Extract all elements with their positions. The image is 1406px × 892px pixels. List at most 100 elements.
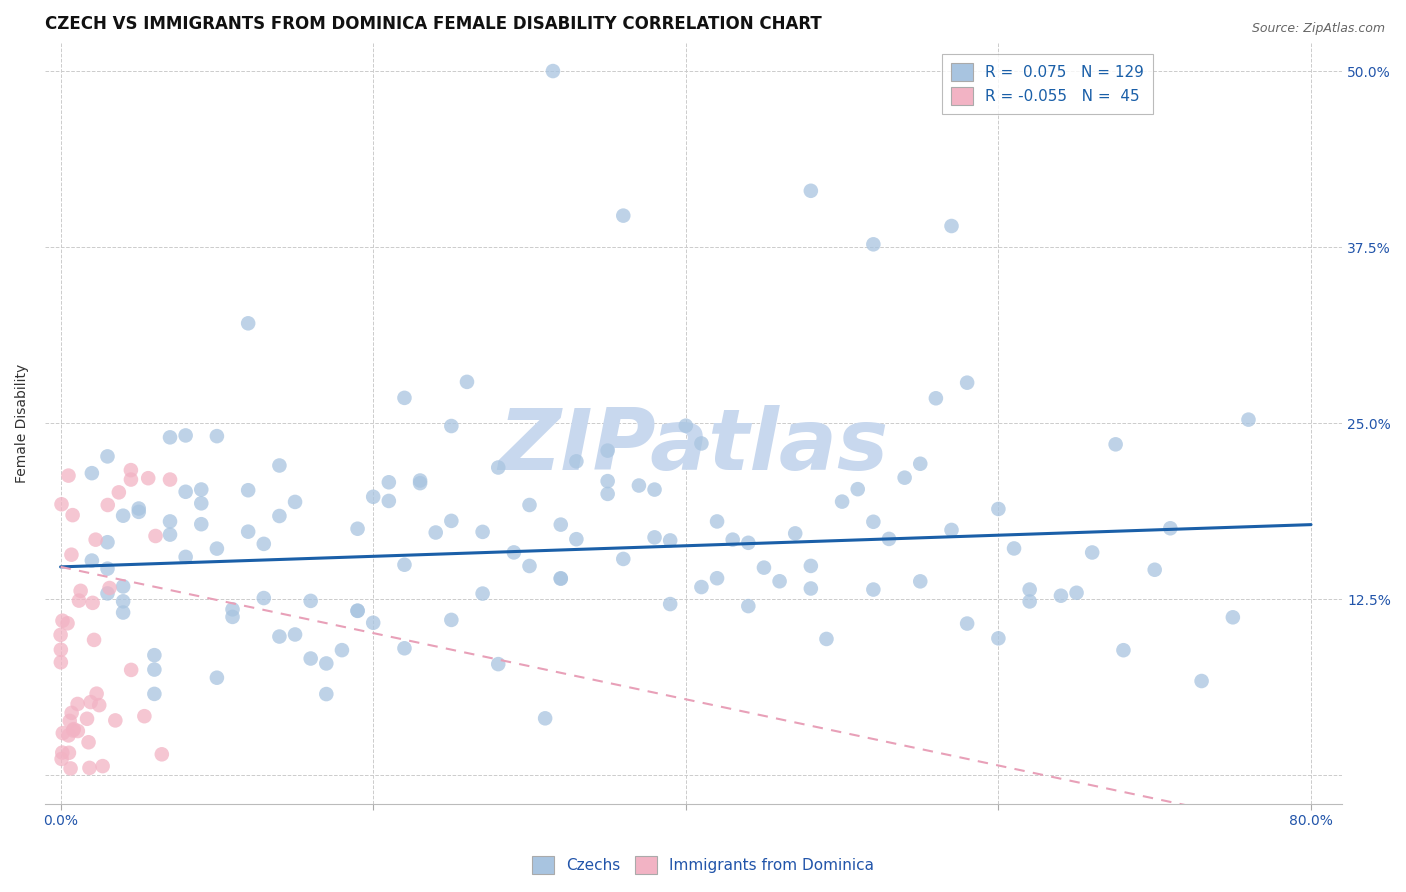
Point: [941, 523, 963, 537]
Point: [378, 494, 401, 508]
Point: [627, 478, 650, 492]
Point: [150, 747, 173, 762]
Point: [80, 553, 103, 567]
Point: [378, 475, 401, 490]
Point: [690, 580, 713, 594]
Point: [987, 632, 1010, 646]
Point: [66, 697, 89, 711]
Point: [159, 430, 181, 444]
Point: [471, 586, 494, 600]
Point: [768, 574, 790, 589]
Point: [315, 657, 337, 671]
Point: [82, 596, 104, 610]
Point: [612, 209, 634, 223]
Point: [143, 687, 166, 701]
Point: [1081, 545, 1104, 559]
Point: [550, 571, 572, 585]
Point: [565, 532, 588, 546]
Point: [550, 517, 572, 532]
Point: [425, 525, 447, 540]
Point: [1191, 673, 1213, 688]
Point: [96, 535, 118, 549]
Point: [565, 454, 588, 468]
Point: [596, 443, 619, 458]
Point: [831, 494, 853, 508]
Point: [89, 698, 111, 713]
Point: [721, 533, 744, 547]
Point: [659, 597, 682, 611]
Text: CZECH VS IMMIGRANTS FROM DOMINICA FEMALE DISABILITY CORRELATION CHART: CZECH VS IMMIGRANTS FROM DOMINICA FEMALE…: [45, 15, 821, 33]
Point: [76, 712, 98, 726]
Point: [440, 514, 463, 528]
Point: [238, 316, 260, 330]
Point: [737, 536, 759, 550]
Point: [346, 604, 368, 618]
Point: [269, 458, 291, 473]
Point: [112, 606, 135, 620]
Point: [62, 722, 84, 736]
Point: [330, 643, 353, 657]
Point: [519, 498, 541, 512]
Point: [800, 558, 823, 573]
Point: [394, 391, 416, 405]
Point: [52, 726, 75, 740]
Point: [80, 466, 103, 480]
Point: [1104, 437, 1126, 451]
Legend: R =  0.075   N = 129, R = -0.055   N =  45: R = 0.075 N = 129, R = -0.055 N = 45: [942, 54, 1153, 114]
Point: [190, 496, 212, 510]
Point: [394, 558, 416, 572]
Point: [486, 657, 509, 672]
Point: [143, 648, 166, 662]
Point: [910, 457, 932, 471]
Point: [59, 761, 82, 775]
Point: [706, 515, 728, 529]
Point: [112, 594, 135, 608]
Point: [456, 375, 478, 389]
Point: [83, 632, 105, 647]
Point: [112, 508, 135, 523]
Point: [284, 627, 307, 641]
Point: [128, 501, 150, 516]
Point: [284, 495, 307, 509]
Point: [58, 468, 80, 483]
Point: [1237, 412, 1260, 426]
Point: [60, 706, 83, 720]
Point: [190, 483, 212, 497]
Point: [69, 583, 91, 598]
Point: [644, 483, 666, 497]
Point: [815, 632, 838, 646]
Point: [51, 497, 73, 511]
Point: [49, 655, 72, 669]
Point: [59, 714, 82, 728]
Point: [79, 695, 101, 709]
Point: [97, 498, 120, 512]
Text: Source: ZipAtlas.com: Source: ZipAtlas.com: [1251, 22, 1385, 36]
Point: [91, 759, 114, 773]
Point: [502, 545, 524, 559]
Point: [394, 641, 416, 656]
Point: [62, 508, 84, 523]
Point: [925, 391, 948, 405]
Point: [120, 463, 142, 477]
Point: [910, 574, 932, 589]
Point: [190, 517, 212, 532]
Point: [612, 552, 634, 566]
Point: [56, 616, 79, 631]
Point: [79, 761, 101, 775]
Point: [800, 184, 823, 198]
Point: [752, 560, 775, 574]
Point: [143, 663, 166, 677]
Point: [486, 460, 509, 475]
Point: [51, 746, 73, 760]
Point: [1112, 643, 1135, 657]
Point: [987, 502, 1010, 516]
Point: [112, 579, 135, 593]
Point: [862, 237, 884, 252]
Point: [86, 687, 108, 701]
Point: [98, 581, 121, 595]
Point: [690, 436, 713, 450]
Point: [659, 533, 682, 548]
Point: [1050, 589, 1073, 603]
Point: [596, 474, 619, 488]
Point: [51, 614, 73, 628]
